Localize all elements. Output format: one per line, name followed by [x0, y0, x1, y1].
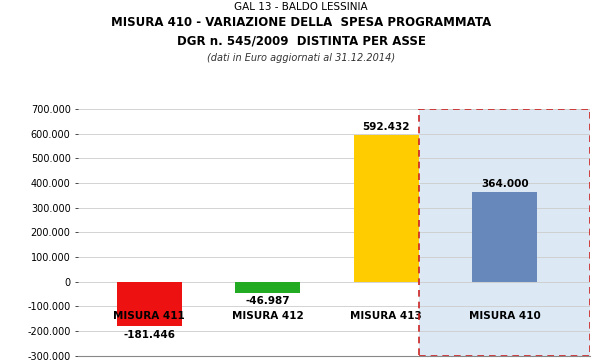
Text: GAL 13 - BALDO LESSINIA: GAL 13 - BALDO LESSINIA — [234, 2, 368, 12]
Text: (dati in Euro aggiornati al 31.12.2014): (dati in Euro aggiornati al 31.12.2014) — [207, 53, 395, 63]
Bar — [117, 282, 182, 326]
Text: 364.000: 364.000 — [481, 179, 529, 189]
Bar — [420, 109, 590, 356]
Text: -46.987: -46.987 — [246, 297, 290, 306]
Text: 592.432: 592.432 — [362, 122, 410, 132]
Text: MISURA 410: MISURA 410 — [469, 311, 541, 321]
Bar — [235, 282, 300, 293]
Text: MISURA 410 - VARIAZIONE DELLA  SPESA PROGRAMMATA: MISURA 410 - VARIAZIONE DELLA SPESA PROG… — [111, 16, 491, 29]
Bar — [353, 135, 419, 282]
Bar — [472, 192, 537, 282]
Text: MISURA 411: MISURA 411 — [113, 311, 185, 321]
Text: MISURA 412: MISURA 412 — [232, 311, 303, 321]
Text: MISURA 413: MISURA 413 — [350, 311, 422, 321]
Text: -181.446: -181.446 — [123, 330, 175, 340]
Bar — [420, 109, 590, 356]
Text: DGR n. 545/2009  DISTINTA PER ASSE: DGR n. 545/2009 DISTINTA PER ASSE — [176, 34, 426, 48]
